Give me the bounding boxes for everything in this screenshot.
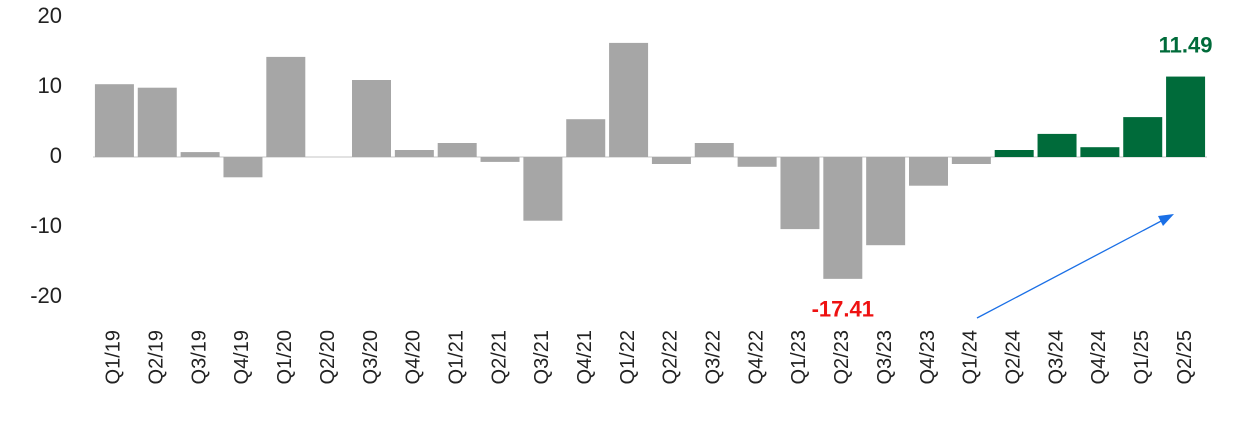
y-tick-label: -10: [30, 213, 62, 238]
bar: [866, 157, 906, 246]
x-tick-label: Q2/22: [660, 330, 682, 384]
x-tick-label: Q4/21: [574, 330, 596, 384]
x-tick-label: Q4/22: [745, 330, 767, 384]
x-tick-label: Q2/19: [146, 330, 168, 384]
trend-arrow: [976, 218, 1166, 319]
y-tick-label: -20: [30, 283, 62, 308]
x-tick-label: Q1/23: [788, 330, 810, 384]
x-tick-label: Q4/23: [917, 330, 939, 384]
x-tick-label: Q1/20: [274, 330, 296, 384]
x-tick-label: Q1/19: [103, 330, 125, 384]
bar: [780, 157, 820, 230]
bar: [223, 157, 263, 178]
x-tick-label: Q2/23: [831, 330, 853, 384]
arrow-head: [1158, 214, 1174, 226]
bar: [694, 143, 734, 157]
bar: [352, 80, 391, 157]
y-tick-label: 10: [38, 73, 62, 98]
x-tick-label: Q3/20: [360, 330, 382, 384]
x-tick-label: Q1/21: [445, 330, 467, 384]
x-tick-label: Q1/22: [617, 330, 639, 384]
bar: [1037, 133, 1077, 157]
bar: [523, 157, 563, 221]
x-tick-label: Q2/20: [317, 330, 339, 384]
x-tick-label: Q3/21: [531, 330, 553, 384]
bar: [137, 87, 177, 157]
y-tick-label: 0: [50, 143, 62, 168]
bar: [823, 157, 863, 279]
x-tick-label: Q4/19: [231, 330, 253, 384]
y-tick-label: 20: [38, 3, 62, 28]
x-tick-label: Q2/25: [1174, 330, 1196, 384]
bar: [609, 42, 649, 157]
x-tick-label: Q4/24: [1088, 330, 1110, 384]
x-tick-label: Q2/24: [1002, 330, 1024, 384]
bar: [994, 150, 1034, 157]
bar: [180, 152, 220, 157]
x-tick-label: Q3/19: [188, 330, 210, 384]
value-label: -17.41: [812, 297, 874, 322]
bar: [394, 150, 434, 157]
x-tick-label: Q3/24: [1045, 330, 1067, 384]
x-tick-label: Q3/22: [703, 330, 725, 384]
value-label: 11.49: [1159, 32, 1213, 57]
x-tick-label: Q2/21: [488, 330, 510, 384]
bar: [737, 157, 777, 167]
bar: [909, 157, 948, 186]
bar: [566, 119, 606, 157]
bar: [480, 157, 520, 162]
bar: [1080, 147, 1120, 157]
bar: [1166, 76, 1206, 157]
x-tick-label: Q3/23: [874, 330, 896, 384]
bar: [651, 157, 691, 164]
x-tick-label: Q1/24: [960, 330, 982, 384]
bar: [266, 56, 306, 157]
x-tick-label: Q1/25: [1131, 330, 1153, 384]
bar: [437, 143, 477, 157]
x-tick-label: Q4/20: [403, 330, 425, 384]
bar: [1123, 117, 1163, 157]
bar: [94, 84, 134, 157]
bar: [951, 157, 991, 164]
